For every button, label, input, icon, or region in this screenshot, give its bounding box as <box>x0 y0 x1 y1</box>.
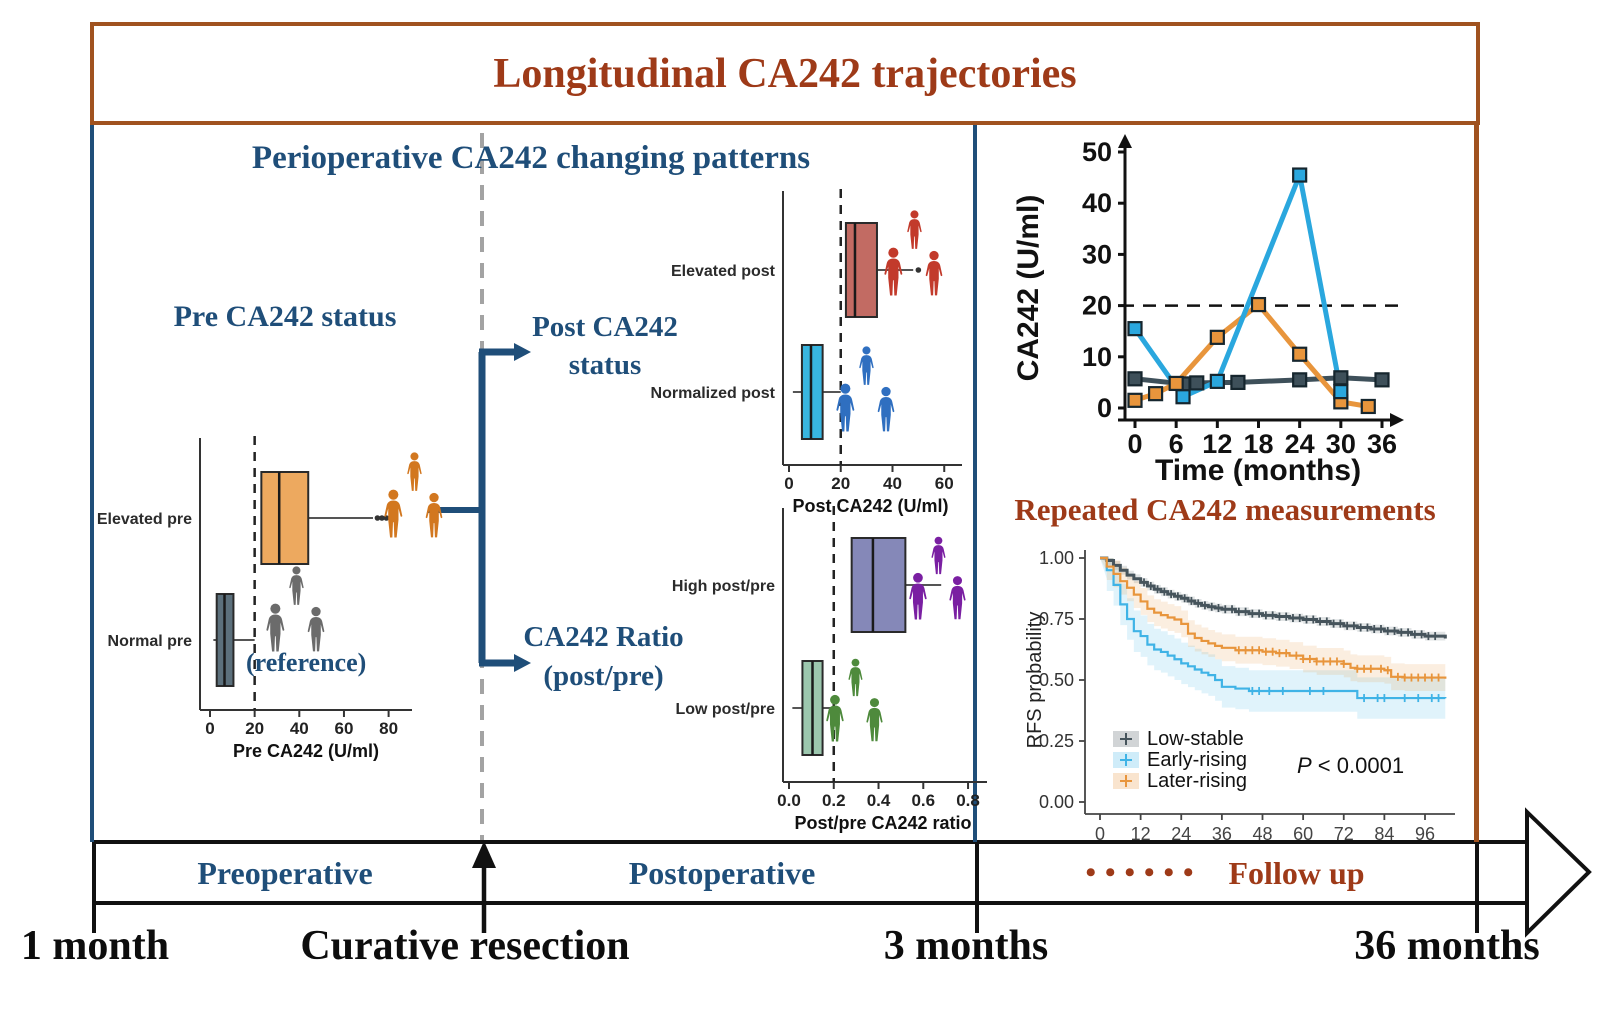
svg-text:Time (months): Time (months) <box>1155 454 1361 487</box>
svg-text:20: 20 <box>1082 291 1112 321</box>
milestone-3-months: 3 months <box>883 923 1049 969</box>
ratio-line2: (post/pre) <box>543 660 664 692</box>
svg-text:0.8: 0.8 <box>956 791 980 810</box>
svg-text:40: 40 <box>1082 188 1112 218</box>
svg-text:CA242 (U/ml): CA242 (U/ml) <box>1012 195 1045 382</box>
svg-text:12: 12 <box>1131 824 1151 844</box>
svg-text:48: 48 <box>1252 824 1272 844</box>
svg-text:36: 36 <box>1212 824 1232 844</box>
reference-note: (reference) <box>246 648 367 677</box>
svg-text:Elevated pre: Elevated pre <box>97 511 192 528</box>
svg-text:Low-stable: Low-stable <box>1147 728 1244 750</box>
svg-text:18: 18 <box>1243 429 1273 459</box>
svg-text:0.25: 0.25 <box>1039 731 1074 751</box>
svg-text:Normal pre: Normal pre <box>108 633 193 650</box>
svg-text:0.50: 0.50 <box>1039 670 1074 690</box>
ratio-label: CA242 Ratio (post/pre) <box>496 618 711 696</box>
svg-text:24: 24 <box>1171 824 1191 844</box>
phase-postoperative: Postoperative <box>628 855 816 891</box>
svg-text:40: 40 <box>290 719 309 738</box>
follow-up-dots-icon: •••••• <box>1085 856 1203 889</box>
svg-text:60: 60 <box>1293 824 1313 844</box>
svg-text:Low post/pre: Low post/pre <box>675 701 775 718</box>
svg-text:96: 96 <box>1415 824 1435 844</box>
right-panel-border <box>1474 125 1479 842</box>
pre-ca242-boxplot: 0 20 40 60 80 Elevated pre Normal pre Pre CA242… <box>97 436 412 761</box>
ratio-line1: CA242 Ratio <box>523 621 684 653</box>
elevated-pre-patients-icon <box>384 452 443 538</box>
svg-text:0: 0 <box>1097 393 1112 423</box>
left-panel-heading: Perioperative CA242 changing patterns <box>251 140 811 176</box>
high-ratio-patients-icon <box>909 536 966 620</box>
svg-text:0: 0 <box>1095 824 1105 844</box>
right-panel-heading: Repeated CA242 measurements <box>1014 492 1436 527</box>
svg-text:1.00: 1.00 <box>1039 548 1074 568</box>
title-banner: Longitudinal CA242 trajectories <box>90 22 1480 125</box>
svg-text:Post/pre CA242 ratio: Post/pre CA242 ratio <box>794 813 971 833</box>
svg-text:0: 0 <box>1127 429 1142 459</box>
svg-text:P < 0.0001: P < 0.0001 <box>1297 753 1404 778</box>
milestone-curative-resection: Curative resection <box>300 923 630 969</box>
svg-text:RFS probability: RFS probability <box>1024 612 1046 749</box>
figure-title: Longitudinal CA242 trajectories <box>493 50 1077 97</box>
svg-text:30: 30 <box>1326 429 1356 459</box>
phase-preoperative: Preoperative <box>197 855 373 891</box>
post-status-label: Post CA242 status <box>505 308 705 384</box>
svg-text:40: 40 <box>883 474 902 493</box>
svg-text:0.0: 0.0 <box>777 791 801 810</box>
svg-text:Later-rising: Later-rising <box>1147 770 1247 792</box>
svg-text:50: 50 <box>1082 137 1112 167</box>
normal-pre-patients-icon <box>266 566 325 652</box>
panel-divider <box>973 125 977 842</box>
svg-text:60: 60 <box>935 474 954 493</box>
ca242-ratio-boxplot: 0.0 0.2 0.4 0.6 0.8 High post/pre Low post/pre… <box>672 506 987 833</box>
svg-text:20: 20 <box>245 719 264 738</box>
pre-status-label: Pre CA242 status <box>173 300 397 333</box>
follow-up-label: Follow up <box>1228 855 1365 891</box>
svg-text:0.6: 0.6 <box>911 791 935 810</box>
svg-text:High post/pre: High post/pre <box>672 578 775 595</box>
phase-follow-up: •••••• Follow up <box>1000 852 1450 894</box>
svg-text:36: 36 <box>1367 429 1397 459</box>
elevated-post-patients-icon <box>884 210 943 296</box>
milestone-36-months: 36 months <box>1354 923 1540 969</box>
svg-text:Early-rising: Early-rising <box>1147 749 1247 771</box>
svg-text:10: 10 <box>1082 342 1112 372</box>
svg-text:84: 84 <box>1374 824 1394 844</box>
post-status-line2: status <box>568 349 642 381</box>
normalized-post-patients-icon <box>836 346 895 432</box>
svg-text:0.75: 0.75 <box>1039 609 1074 629</box>
left-panel-border <box>90 125 94 842</box>
svg-text:0.2: 0.2 <box>822 791 846 810</box>
svg-text:Post CA242 (U/ml): Post CA242 (U/ml) <box>792 496 948 516</box>
svg-text:60: 60 <box>334 719 353 738</box>
milestone-1-month: 1 month <box>20 923 170 969</box>
svg-text:30: 30 <box>1082 239 1112 269</box>
svg-text:Normalized post: Normalized post <box>651 385 776 402</box>
svg-text:0: 0 <box>784 474 793 493</box>
low-ratio-patients-icon <box>826 658 883 742</box>
rfs-kaplan-meier-chart: 0.00 0.25 0.50 0.75 1.00 0 12 24 36 48 60 72 84 96 RFS… <box>1024 548 1455 844</box>
svg-text:24: 24 <box>1285 429 1315 459</box>
svg-text:80: 80 <box>379 719 398 738</box>
svg-text:12: 12 <box>1202 429 1232 459</box>
svg-text:Elevated post: Elevated post <box>671 263 776 280</box>
svg-text:20: 20 <box>831 474 850 493</box>
post-ca242-boxplot: 0 20 40 60 Elevated post Normalized post Post … <box>651 189 962 516</box>
svg-text:Pre CA242 (U/ml): Pre CA242 (U/ml) <box>233 741 379 761</box>
svg-text:0.4: 0.4 <box>867 791 891 810</box>
svg-text:6: 6 <box>1169 429 1184 459</box>
svg-text:0.00: 0.00 <box>1039 792 1074 812</box>
svg-text:0: 0 <box>205 719 214 738</box>
svg-text:72: 72 <box>1334 824 1354 844</box>
post-status-line1: Post CA242 <box>532 311 678 343</box>
